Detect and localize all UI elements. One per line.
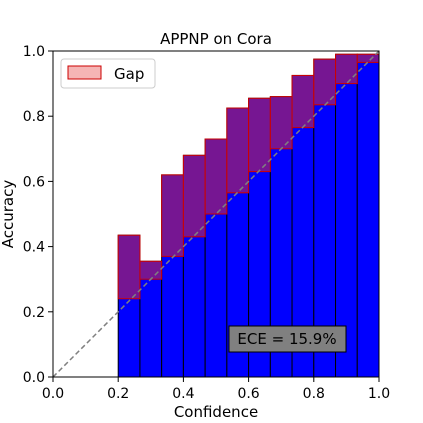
gap-bar — [248, 97, 271, 173]
ece-text: ECE = 15.9% — [237, 330, 336, 348]
gap-bar — [139, 260, 163, 280]
legend-gap-swatch — [67, 65, 102, 80]
y-axis-label: Accuracy — [0, 180, 17, 249]
legend-gap-label: Gap — [114, 65, 144, 83]
x-axis: 0.0 0.2 0.4 0.6 0.8 1.0 — [42, 377, 390, 402]
y-axis: 0.0 0.2 0.4 0.6 0.8 1.0 — [23, 44, 53, 386]
gap-bar — [117, 234, 141, 300]
gap-bar — [182, 154, 206, 238]
y-tick-label: 0.4 — [23, 240, 45, 256]
y-tick-label: 0.8 — [23, 109, 45, 125]
gap-layer — [117, 53, 380, 300]
gap-bar — [335, 53, 358, 85]
ece-box — [228, 325, 347, 353]
accuracy-bar — [356, 53, 380, 378]
x-tick-label: 1.0 — [368, 386, 390, 402]
y-tick-label: 0.0 — [23, 370, 45, 386]
y-tick-label: 0.2 — [23, 305, 45, 321]
x-tick-label: 0.4 — [172, 386, 194, 402]
x-tick-label: 0.6 — [237, 386, 259, 402]
gap-bar — [226, 107, 250, 194]
gap-bar — [161, 174, 184, 257]
legend: Gap — [60, 58, 156, 89]
y-tick-label: 1.0 — [23, 44, 45, 60]
y-tick-label: 0.6 — [23, 174, 45, 190]
gap-bar — [269, 96, 293, 150]
ece-annotation: ECE = 15.9% — [228, 325, 347, 353]
gap-bar — [356, 53, 380, 63]
perfect-calibration-line — [52, 50, 380, 378]
x-tick-label: 0.2 — [107, 386, 129, 402]
x-axis-label: Confidence — [174, 403, 258, 421]
chart-title: APPNP on Cora — [160, 30, 272, 48]
x-tick-label: 0.0 — [42, 386, 64, 402]
x-tick-label: 0.8 — [303, 386, 325, 402]
gap-bar — [204, 138, 228, 215]
plot-frame — [52, 50, 380, 378]
